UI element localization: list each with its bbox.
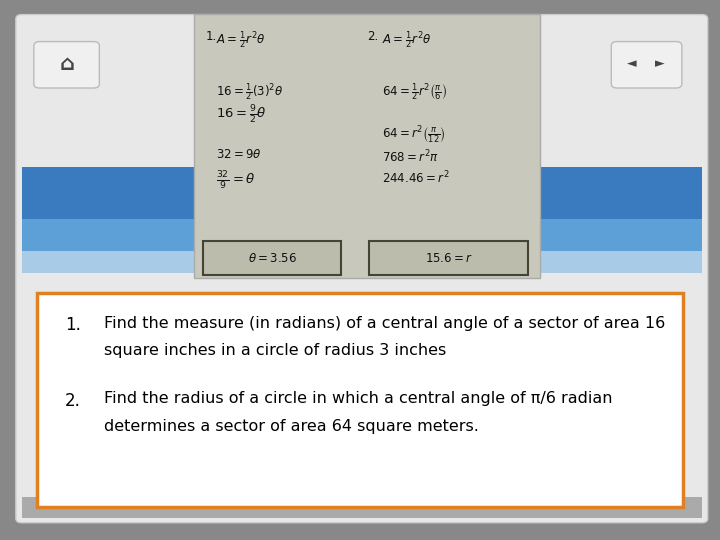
Text: $768 = r^2\pi$: $768 = r^2\pi$: [382, 148, 438, 165]
Text: $A = \frac{1}{2}r^2\theta$: $A = \frac{1}{2}r^2\theta$: [382, 30, 431, 51]
FancyBboxPatch shape: [34, 42, 99, 88]
FancyBboxPatch shape: [369, 241, 528, 275]
Text: 2.: 2.: [65, 392, 81, 409]
Text: 2.: 2.: [367, 30, 379, 43]
Text: $15.6 = r$: $15.6 = r$: [425, 252, 472, 265]
Text: ►: ►: [655, 57, 665, 70]
FancyBboxPatch shape: [203, 241, 341, 275]
Text: square inches in a circle of radius 3 inches: square inches in a circle of radius 3 in…: [104, 343, 446, 358]
Text: $64 = \frac{1}{2}r^2\left(\frac{\pi}{6}\right)$: $64 = \frac{1}{2}r^2\left(\frac{\pi}{6}\…: [382, 81, 447, 103]
Text: $64 = r^2\left(\frac{\pi}{12}\right)$: $64 = r^2\left(\frac{\pi}{12}\right)$: [382, 125, 446, 146]
Text: ◄: ◄: [626, 57, 636, 70]
Text: ⌂: ⌂: [60, 53, 74, 74]
Text: $32 = 9\theta$: $32 = 9\theta$: [216, 148, 262, 161]
Text: determines a sector of area 64 square meters.: determines a sector of area 64 square me…: [104, 418, 480, 434]
Bar: [22, 167, 702, 219]
Bar: [22, 219, 702, 251]
Text: $\frac{32}{9} = \theta$: $\frac{32}{9} = \theta$: [216, 170, 256, 192]
FancyBboxPatch shape: [37, 293, 683, 507]
Text: $A = \frac{1}{2}r^2\theta$: $A = \frac{1}{2}r^2\theta$: [216, 30, 266, 51]
Text: $16 = \frac{9}{2}\theta$: $16 = \frac{9}{2}\theta$: [216, 104, 266, 126]
Text: Find the radius of a circle in which a central angle of π/6 radian: Find the radius of a circle in which a c…: [104, 392, 613, 407]
FancyBboxPatch shape: [611, 42, 682, 88]
Text: $244.46 = r^2$: $244.46 = r^2$: [382, 170, 449, 187]
Text: 1.: 1.: [205, 30, 217, 43]
Text: Find the measure (in radians) of a central angle of a sector of area 16: Find the measure (in radians) of a centr…: [104, 316, 666, 331]
Bar: [22, 19, 702, 167]
Text: $\theta = 3.56$: $\theta = 3.56$: [248, 252, 297, 265]
Text: $16 = \frac{1}{2}(3)^2\theta$: $16 = \frac{1}{2}(3)^2\theta$: [216, 81, 284, 103]
Bar: [22, 251, 702, 273]
FancyBboxPatch shape: [16, 15, 708, 523]
Text: 1.: 1.: [65, 316, 81, 334]
Bar: [194, 14, 540, 278]
Bar: [22, 497, 702, 518]
Bar: [22, 273, 702, 294]
